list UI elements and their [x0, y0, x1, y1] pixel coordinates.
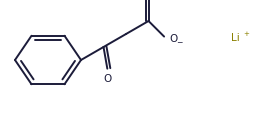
Text: O: O: [103, 74, 111, 84]
Text: O: O: [169, 34, 177, 44]
Text: +: +: [243, 31, 249, 37]
Text: −: −: [176, 38, 183, 47]
Text: Li: Li: [231, 33, 239, 43]
